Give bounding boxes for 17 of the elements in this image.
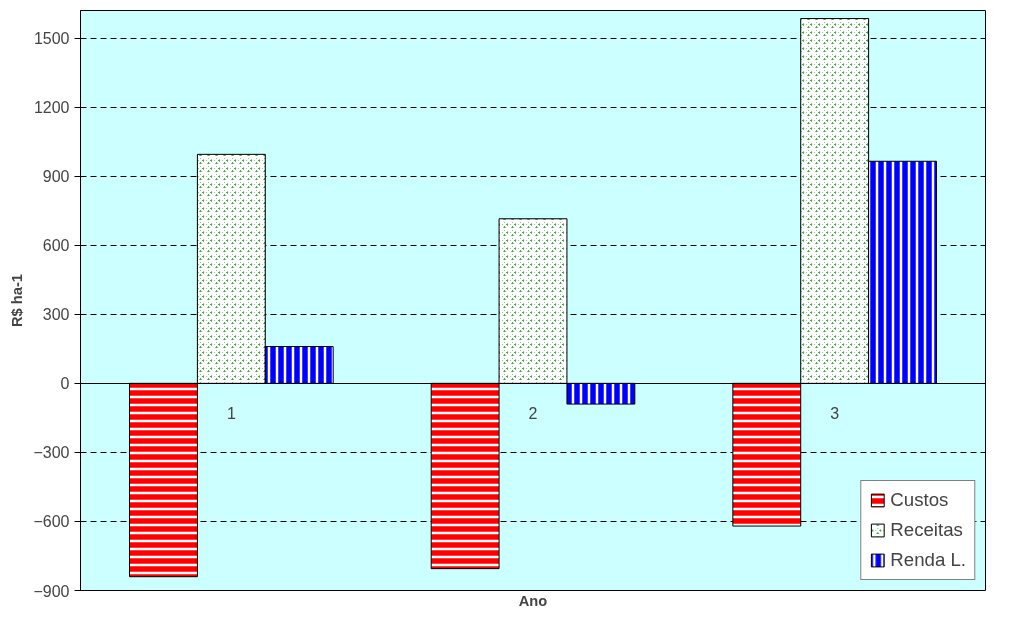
- y-axis-title: R$ ha-1: [9, 274, 26, 327]
- y-tick-label: 1200: [33, 99, 70, 117]
- x-tick-label: 3: [830, 405, 840, 423]
- y-tick-label: 900: [42, 168, 70, 186]
- legend-label: Receitas: [890, 519, 963, 541]
- y-tick-label: −300: [33, 444, 70, 462]
- y-tick-label: 300: [42, 306, 70, 324]
- x-tick-label: 2: [528, 405, 538, 423]
- x-axis-title: Ano: [518, 592, 548, 609]
- y-tick-label: 0: [60, 375, 70, 393]
- y-tick-label: −900: [33, 582, 70, 600]
- y-tick-label: 1500: [33, 30, 70, 48]
- y-tick-label: −600: [33, 513, 70, 531]
- legend-label: Renda L.: [890, 549, 966, 571]
- legend-label: Custos: [890, 489, 949, 511]
- y-tick-label: 600: [42, 237, 70, 255]
- x-tick-label: 1: [226, 405, 236, 423]
